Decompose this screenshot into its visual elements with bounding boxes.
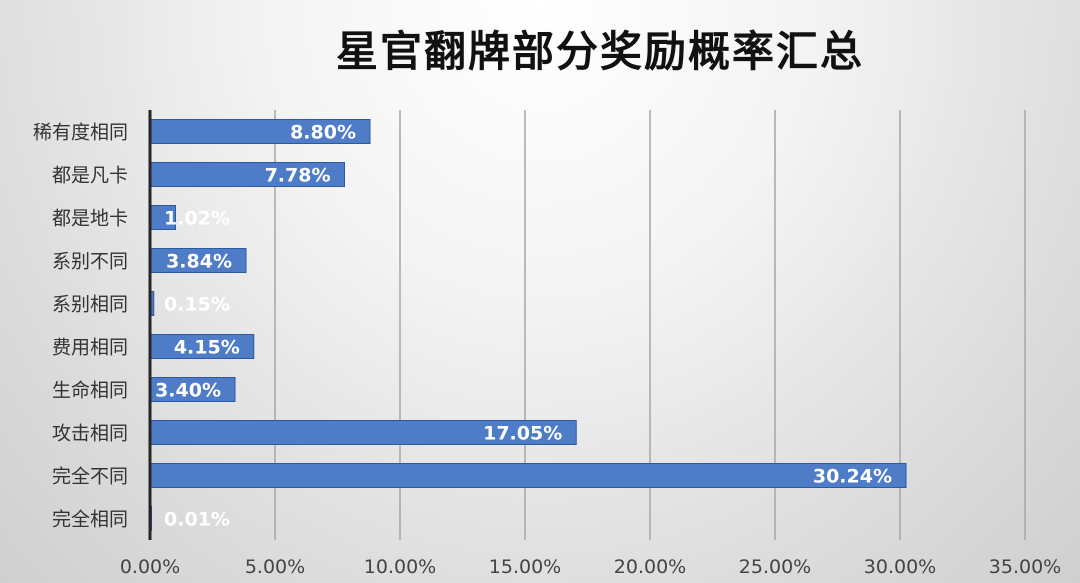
x-tick-label: 20.00% — [614, 556, 686, 578]
data-label: 4.15% — [174, 337, 240, 359]
category-label: 完全相同 — [52, 509, 128, 531]
data-label: 7.78% — [265, 165, 331, 187]
data-label: 8.80% — [290, 122, 356, 144]
data-label: 1.02% — [164, 208, 230, 230]
category-label: 系别相同 — [52, 294, 128, 316]
x-tick-label: 35.00% — [989, 556, 1061, 578]
category-label: 系别不同 — [52, 251, 128, 273]
bar — [149, 334, 255, 359]
x-tick-label: 5.00% — [245, 556, 305, 578]
category-label: 稀有度相同 — [33, 122, 128, 144]
data-label: 3.40% — [155, 380, 221, 402]
x-tick-label: 0.00% — [120, 556, 180, 578]
bar — [149, 463, 907, 488]
category-label: 攻击相同 — [52, 423, 128, 445]
category-label: 完全不同 — [52, 466, 128, 488]
data-label: 17.05% — [483, 423, 562, 445]
x-tick-label: 25.00% — [739, 556, 811, 578]
bar — [149, 119, 371, 144]
category-label: 费用相同 — [52, 337, 128, 359]
chart-title: 星官翻牌部分奖励概率汇总 — [335, 27, 864, 76]
data-label: 30.24% — [813, 466, 892, 488]
data-label: 0.01% — [164, 509, 230, 531]
category-label: 生命相同 — [52, 380, 128, 402]
x-tick-label: 10.00% — [364, 556, 436, 578]
category-label: 都是地卡 — [52, 208, 128, 230]
category-label: 都是凡卡 — [52, 165, 128, 187]
labels: 0.00% 5.00% 10.00% 15.00% 20.00% 25.00% 30.00%… — [33, 122, 1061, 579]
x-tick-label: 30.00% — [864, 556, 936, 578]
data-label: 0.15% — [164, 294, 230, 316]
data-label: 3.84% — [166, 251, 232, 273]
bars — [149, 119, 907, 531]
x-tick-label: 15.00% — [489, 556, 561, 578]
